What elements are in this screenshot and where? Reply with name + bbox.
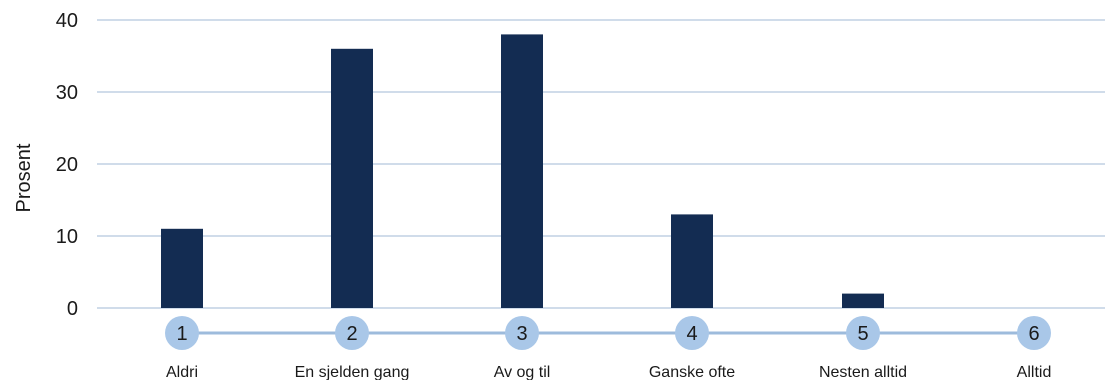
bar-4 (671, 214, 713, 308)
scale-circle-6 (1017, 316, 1051, 350)
category-label: Ganske ofte (649, 364, 735, 380)
scale-circle-3 (505, 316, 539, 350)
scale-number: 6 (1028, 323, 1039, 345)
scale-number: 5 (857, 323, 868, 345)
scale-number: 1 (176, 323, 187, 345)
scale-number: 3 (516, 323, 527, 345)
category-labels: Aldri En sjelden gang Av og til Ganske ofte… (166, 364, 1051, 380)
bar-5 (842, 293, 884, 308)
scale-number: 2 (346, 323, 357, 345)
bars (161, 34, 884, 309)
bar-3 (501, 34, 543, 309)
bar-2 (331, 48, 373, 309)
scale-circle-5 (846, 316, 880, 350)
y-axis-tick-labels: 0 10 20 30 40 (56, 10, 78, 320)
y-tick-label: 0 (67, 298, 78, 320)
scale-circle-1 (165, 316, 199, 350)
scale-markers: 1 2 3 4 5 6 (165, 316, 1051, 350)
category-label: Nesten alltid (819, 364, 907, 380)
y-tick-label: 30 (56, 82, 78, 104)
bar-1 (161, 228, 203, 308)
y-axis-title: Prosent (13, 143, 35, 212)
y-tick-label: 40 (56, 10, 78, 32)
y-tick-label: 10 (56, 226, 78, 248)
scale-circle-2 (335, 316, 369, 350)
category-label: Av og til (494, 364, 551, 380)
grid-lines (97, 19, 1105, 309)
scale-circle-4 (675, 316, 709, 350)
scale-number: 4 (686, 323, 697, 345)
category-label: Aldri (166, 364, 198, 380)
category-label: En sjelden gang (295, 364, 410, 380)
category-label: Alltid (1017, 364, 1052, 380)
y-tick-label: 20 (56, 154, 78, 176)
